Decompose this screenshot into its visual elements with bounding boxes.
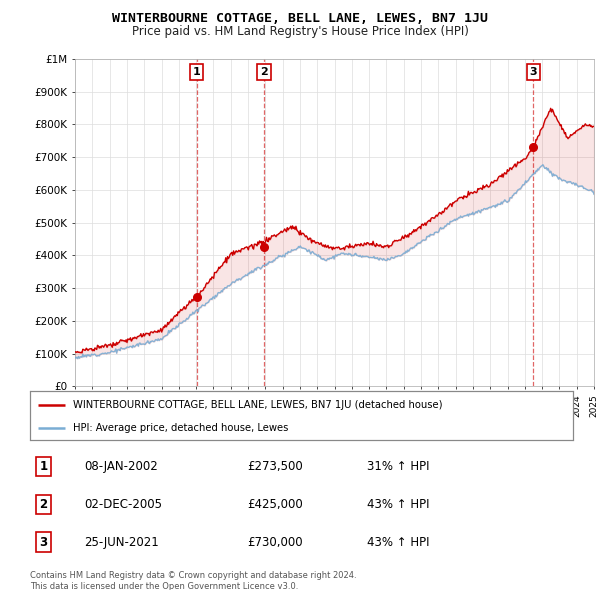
Text: £730,000: £730,000 [247,536,303,549]
Text: HPI: Average price, detached house, Lewes: HPI: Average price, detached house, Lewe… [73,423,289,433]
Text: 3: 3 [529,67,537,77]
Text: 1: 1 [40,460,47,473]
Text: £425,000: £425,000 [247,498,303,511]
Text: 3: 3 [40,536,47,549]
Text: 31% ↑ HPI: 31% ↑ HPI [367,460,429,473]
Text: 2: 2 [40,498,47,511]
Text: WINTERBOURNE COTTAGE, BELL LANE, LEWES, BN7 1JU: WINTERBOURNE COTTAGE, BELL LANE, LEWES, … [112,12,488,25]
Text: Price paid vs. HM Land Registry's House Price Index (HPI): Price paid vs. HM Land Registry's House … [131,25,469,38]
Text: Contains HM Land Registry data © Crown copyright and database right 2024.
This d: Contains HM Land Registry data © Crown c… [30,571,356,590]
Text: 02-DEC-2005: 02-DEC-2005 [85,498,162,511]
Text: 25-JUN-2021: 25-JUN-2021 [85,536,159,549]
Text: £273,500: £273,500 [247,460,303,473]
Text: 43% ↑ HPI: 43% ↑ HPI [367,498,429,511]
Text: 2: 2 [260,67,268,77]
Text: 43% ↑ HPI: 43% ↑ HPI [367,536,429,549]
Text: 1: 1 [193,67,200,77]
Text: 08-JAN-2002: 08-JAN-2002 [85,460,158,473]
Text: WINTERBOURNE COTTAGE, BELL LANE, LEWES, BN7 1JU (detached house): WINTERBOURNE COTTAGE, BELL LANE, LEWES, … [73,399,443,409]
